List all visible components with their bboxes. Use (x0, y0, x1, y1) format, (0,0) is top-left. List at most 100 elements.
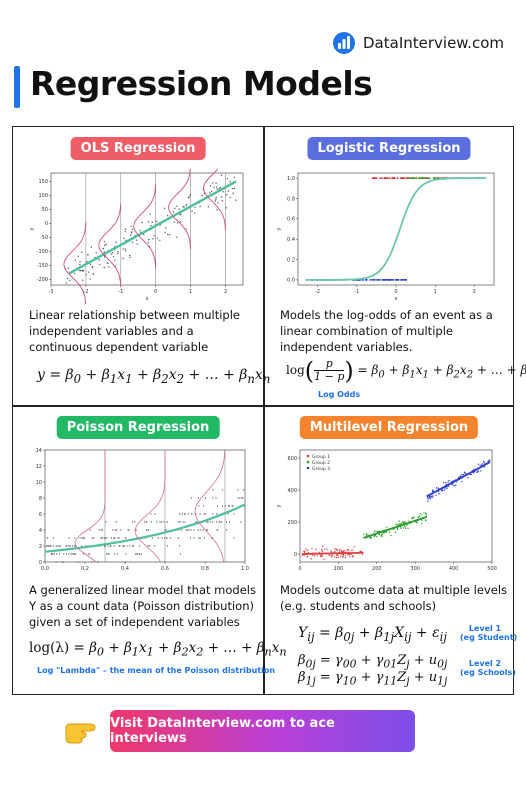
group-point (404, 525, 406, 528)
x-tick-label: 2 (224, 289, 227, 295)
data-point (212, 182, 214, 184)
logistic-description: Models the log-odds of an event as a lin… (280, 308, 493, 354)
data-point (118, 537, 120, 539)
group-point (321, 545, 324, 547)
data-point (98, 258, 100, 261)
y-tick-label: 1.0 (287, 176, 295, 182)
class0-point (387, 279, 390, 281)
group-point (461, 473, 463, 476)
data-point (82, 537, 84, 539)
data-point (114, 537, 116, 539)
data-point (227, 513, 229, 515)
data-point (241, 497, 243, 499)
class1-point (408, 177, 411, 179)
data-point (134, 521, 136, 523)
group-point (430, 495, 433, 498)
data-point (106, 537, 108, 539)
class1-point (417, 177, 420, 179)
group-point (334, 550, 336, 553)
data-point (182, 521, 184, 523)
ols-panel: OLS Regression -3 -2 -1 0 1 2 150 100 50 0 -50 -100… (13, 127, 270, 405)
x-tick-label: 500 (487, 566, 497, 572)
data-point (148, 238, 150, 241)
level1-label: Level 1 (eg Student) (460, 624, 518, 642)
data-point (56, 553, 58, 555)
brand[interactable]: DataInterview.com (333, 32, 504, 54)
group-point (402, 527, 405, 529)
data-point (222, 489, 224, 491)
data-point (179, 521, 181, 523)
group-point (306, 556, 309, 558)
data-point (190, 529, 192, 531)
group-point (316, 555, 318, 557)
group-point (403, 521, 405, 523)
data-point (111, 251, 114, 254)
data-point (156, 521, 158, 523)
class1-point (375, 177, 378, 179)
data-point (153, 545, 155, 547)
data-point (207, 205, 210, 208)
y-tick-label: 0.6 (287, 217, 295, 223)
data-point (164, 537, 166, 539)
class0-point (383, 279, 385, 281)
data-point (131, 521, 133, 523)
data-point (215, 196, 217, 199)
data-point (49, 545, 51, 547)
group-point (328, 554, 331, 556)
class1-point (386, 177, 389, 179)
data-point (98, 529, 100, 531)
group-point (381, 535, 383, 538)
group-point (408, 520, 410, 522)
data-point (139, 553, 141, 555)
y-axis-label: y (276, 504, 282, 507)
data-point (199, 529, 201, 531)
group-point (418, 515, 421, 517)
x-tick-label: 0.8 (201, 566, 209, 572)
data-point (88, 271, 90, 273)
data-point (103, 545, 106, 547)
data-point (154, 513, 156, 515)
data-point (213, 186, 215, 189)
group-point (336, 549, 338, 551)
data-point (203, 513, 205, 515)
group-fit-line (301, 551, 364, 555)
logistic-title: Logistic Regression (307, 137, 471, 160)
data-point (115, 529, 118, 531)
data-point (125, 553, 127, 555)
group-point (461, 480, 463, 483)
group-point (396, 528, 399, 531)
group-point (338, 550, 341, 552)
data-point (197, 529, 199, 531)
data-point (147, 220, 150, 223)
group-point (411, 516, 414, 519)
data-point (123, 237, 125, 239)
data-point (135, 529, 137, 531)
cta-label: Visit DataInterview.com to ace interview… (110, 716, 335, 746)
data-point (114, 529, 116, 531)
x-axis-label: x (395, 296, 398, 302)
class0-point (385, 279, 388, 281)
y-axis-label: y (29, 227, 35, 230)
multilevel-panel: Multilevel Regression 0 100 200 300 400 500 60… (264, 406, 518, 695)
cta-button[interactable]: Visit DataInterview.com to ace interview… (110, 710, 415, 752)
data-point (242, 497, 244, 499)
multilevel-description: Models outcome data at multiple levels (… (280, 583, 508, 613)
level1-subtitle: (eg Student) (460, 633, 518, 642)
data-point (122, 545, 124, 547)
class0-point (389, 279, 392, 281)
group-point (334, 548, 336, 550)
group-point (437, 490, 440, 493)
class1-point (428, 177, 431, 179)
data-point (221, 200, 224, 202)
data-point (87, 253, 89, 256)
data-point (149, 213, 151, 215)
group-point (344, 556, 347, 559)
data-point (66, 277, 69, 280)
data-point (228, 505, 230, 507)
group-point (432, 495, 434, 497)
data-point (92, 273, 95, 275)
level2-formula-slope: β1j = γ10 + γ11Zj + u1j (298, 670, 448, 688)
data-point (159, 224, 161, 226)
class0-point (392, 279, 394, 281)
data-point (216, 513, 218, 515)
